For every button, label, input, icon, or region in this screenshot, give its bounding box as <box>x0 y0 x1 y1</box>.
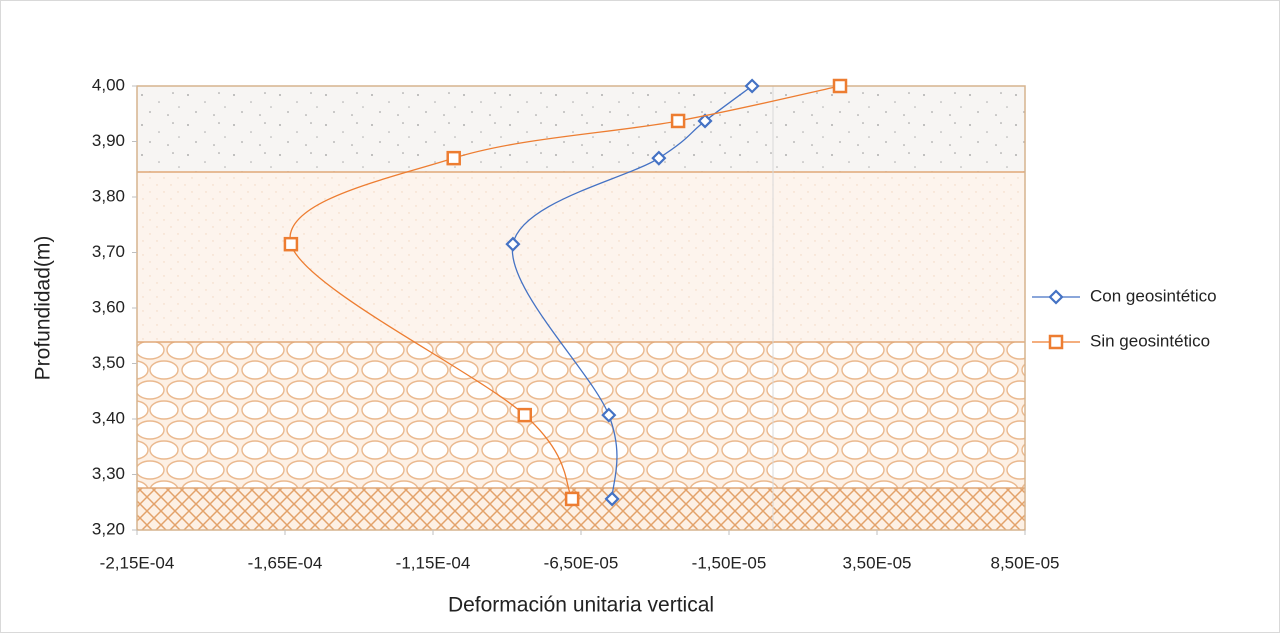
y-tick-label: 3,40 <box>92 408 125 427</box>
marker <box>505 236 521 252</box>
layer-gravel <box>137 342 1025 488</box>
marker <box>670 113 686 129</box>
legend-label: Con geosintético <box>1090 286 1217 305</box>
soil-layers <box>136 85 1026 531</box>
marker <box>601 407 617 423</box>
series <box>283 78 848 507</box>
marker <box>604 491 620 507</box>
y-tick-label: 4,00 <box>92 75 125 94</box>
marker <box>517 407 533 423</box>
legend-label: Sin geosintético <box>1090 331 1210 350</box>
y-tick-label: 3,30 <box>92 464 125 483</box>
layer-bounds <box>137 171 1025 489</box>
y-tick-label: 3,90 <box>92 131 125 150</box>
y-tick-label: 3,70 <box>92 242 125 261</box>
x-tick-label: 8,50E-05 <box>991 553 1060 572</box>
x-axis-title: Deformación unitaria vertical <box>448 594 714 617</box>
marker <box>1048 334 1064 350</box>
layer-sand <box>137 86 1025 172</box>
marker <box>832 78 848 94</box>
marker <box>283 236 299 252</box>
x-tick-label: -6,50E-05 <box>544 553 619 572</box>
x-tick-label: -2,15E-04 <box>100 553 175 572</box>
x-tick-label: -1,15E-04 <box>396 553 471 572</box>
y-tick-label: 3,50 <box>92 353 125 372</box>
marker <box>744 78 760 94</box>
legend-item: Sin geosintético <box>1032 331 1210 350</box>
y-axis-title: Profundidad(m) <box>32 236 55 381</box>
marker <box>651 150 667 166</box>
x-tick-label: -1,50E-05 <box>692 553 767 572</box>
marker <box>564 491 580 507</box>
y-tick-label: 3,80 <box>92 186 125 205</box>
x-tick-label: 3,50E-05 <box>843 553 912 572</box>
marker <box>446 150 461 166</box>
legend-item: Con geosintético <box>1032 286 1217 305</box>
series <box>505 78 760 507</box>
marker <box>1048 289 1064 305</box>
layer-base <box>137 488 1025 530</box>
y-tick-label: 3,20 <box>92 519 125 538</box>
layer-soil <box>137 172 1025 342</box>
y-tick-label: 3,60 <box>92 297 125 316</box>
marker <box>697 113 713 129</box>
x-tick-label: -1,65E-04 <box>248 553 323 572</box>
